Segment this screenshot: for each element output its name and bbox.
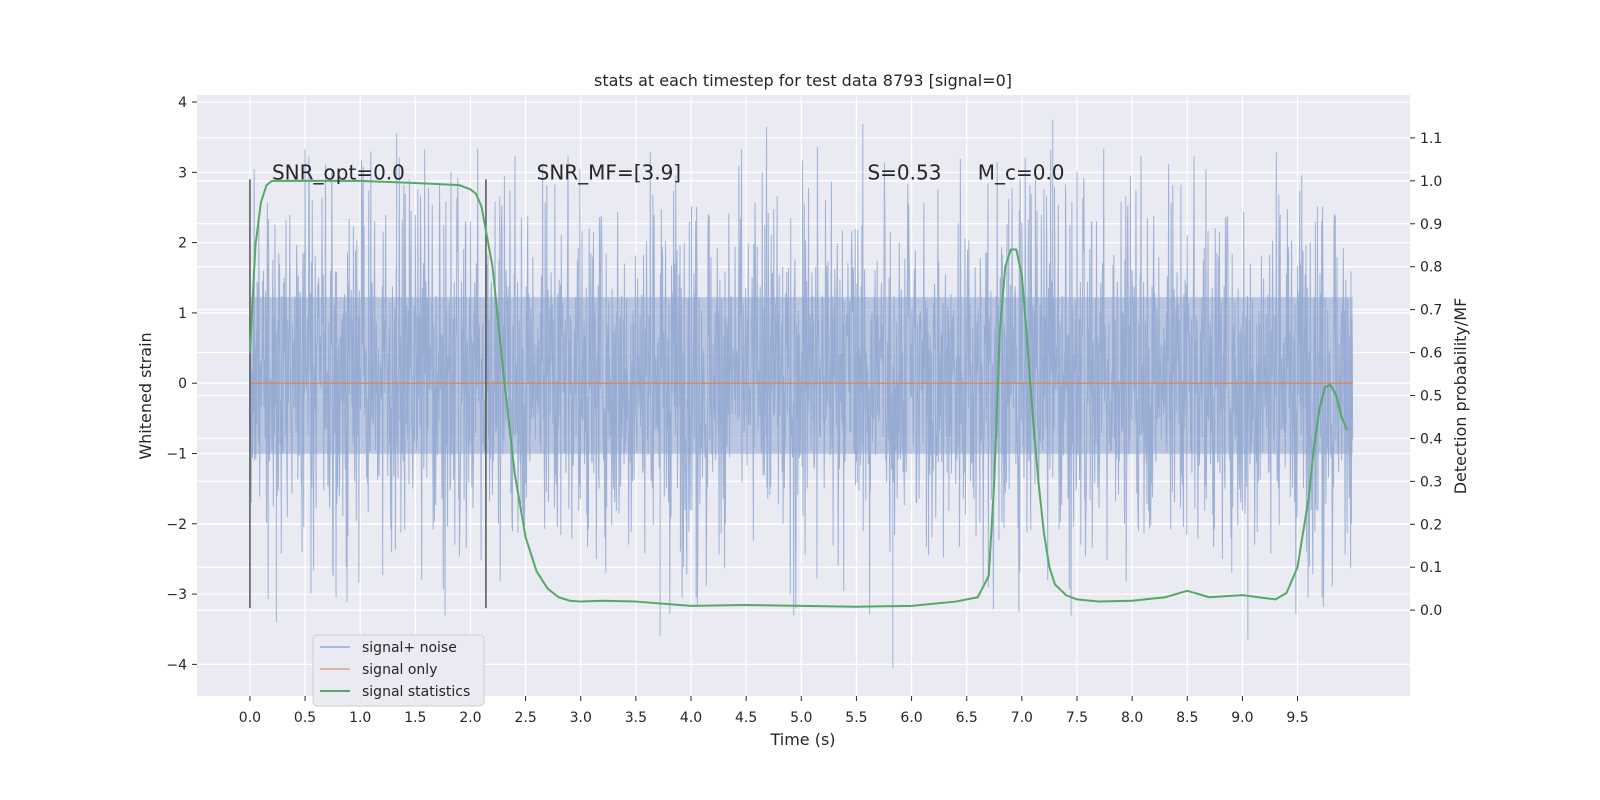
y-right-tick-label: 0.7 bbox=[1420, 303, 1442, 319]
y-right-tick-label: 0.9 bbox=[1420, 217, 1442, 233]
x-tick-label: 4.5 bbox=[735, 710, 757, 726]
y-right-tick-label: 0.4 bbox=[1420, 431, 1442, 447]
annotation-mc-value: M_c=0.0 bbox=[978, 160, 1065, 184]
y-right-tick-label: 1.1 bbox=[1420, 131, 1442, 147]
x-tick-label: 5.5 bbox=[845, 710, 867, 726]
x-tick-label: 3.0 bbox=[570, 710, 592, 726]
x-axis-label: Time (s) bbox=[769, 730, 835, 749]
chart-title: stats at each timestep for test data 879… bbox=[594, 71, 1012, 90]
x-tick-label: 7.0 bbox=[1011, 710, 1033, 726]
x-tick-label: 0.0 bbox=[239, 710, 261, 726]
legend-label-signal-statistics: signal statistics bbox=[362, 684, 470, 700]
x-tick-label: 1.5 bbox=[404, 710, 426, 726]
y-right-tick-label: 0.5 bbox=[1420, 389, 1442, 405]
y-right-tick-label: 0.3 bbox=[1420, 474, 1442, 490]
signal-plus-noise-series bbox=[249, 119, 1354, 668]
legend-box bbox=[312, 634, 485, 707]
x-tick-label: 6.0 bbox=[900, 710, 922, 726]
x-tick-label: 1.0 bbox=[349, 710, 371, 726]
y-left-tick-label: −3 bbox=[166, 587, 187, 603]
vertical-markers bbox=[249, 179, 487, 609]
legend: signal+ noise signal only signal statist… bbox=[312, 634, 485, 707]
x-tick-label: 9.5 bbox=[1286, 710, 1308, 726]
x-tick-label: 9.0 bbox=[1231, 710, 1253, 726]
y-left-tick-label: −2 bbox=[166, 517, 187, 533]
x-axis-ticks: 0.0 0.5 1.0 1.5 2.0 2.5 3.0 3.5 4.0 4.5 5.0 5.5 6.0 6… bbox=[239, 696, 1309, 726]
x-tick-label: 3.5 bbox=[625, 710, 647, 726]
x-tick-label: 4.0 bbox=[680, 710, 702, 726]
annotation-snr-opt: SNR_opt=0.0 bbox=[272, 160, 405, 184]
annotation-s-value: S=0.53 bbox=[867, 160, 941, 184]
x-tick-label: 6.5 bbox=[956, 710, 978, 726]
y-left-tick-label: 3 bbox=[178, 165, 187, 181]
signal-plus-noise-dense-band bbox=[249, 297, 1353, 455]
y-right-tick-label: 0.1 bbox=[1420, 560, 1442, 576]
y-right-tick-label: 1.0 bbox=[1420, 174, 1442, 190]
x-tick-label: 8.0 bbox=[1121, 710, 1143, 726]
x-tick-label: 2.5 bbox=[514, 710, 536, 726]
y-left-tick-label: −1 bbox=[166, 446, 187, 462]
y-left-tick-label: 0 bbox=[178, 376, 187, 392]
x-tick-label: 7.5 bbox=[1066, 710, 1088, 726]
legend-label-signal-plus-noise: signal+ noise bbox=[362, 640, 457, 656]
y-left-tick-label: −4 bbox=[166, 657, 187, 673]
x-tick-label: 0.5 bbox=[294, 710, 316, 726]
signal-statistics-series bbox=[248, 179, 1349, 608]
signal-statistics-line bbox=[248, 179, 1349, 608]
annotation-snr-mf: SNR_MF=[3.9] bbox=[537, 160, 681, 184]
x-tick-label: 5.0 bbox=[790, 710, 812, 726]
y-left-tick-label: 2 bbox=[178, 236, 187, 252]
y-right-tick-label: 0.2 bbox=[1420, 517, 1442, 533]
annotations: SNR_opt=0.0 SNR_MF=[3.9] S=0.53 M_c=0.0 bbox=[272, 160, 1065, 184]
x-tick-label: 8.5 bbox=[1176, 710, 1198, 726]
y-left-tick-label: 4 bbox=[178, 95, 187, 111]
x-tick-label: 2.0 bbox=[459, 710, 481, 726]
y-right-tick-label: 0.0 bbox=[1420, 603, 1442, 619]
y-left-axis-ticks: −4 −3 −2 −1 0 1 2 3 4 bbox=[166, 95, 197, 673]
y-right-tick-label: 0.6 bbox=[1420, 346, 1442, 362]
y-right-axis-ticks: 0.0 0.1 0.2 0.3 0.4 0.5 0.6 0.7 0.8 0.9 1.0 1.1 bbox=[1410, 131, 1442, 619]
legend-label-signal-only: signal only bbox=[362, 662, 437, 678]
y-right-axis-label: Detection probability/MF bbox=[1451, 298, 1470, 495]
y-left-axis-label: Whitened strain bbox=[136, 332, 155, 459]
y-right-tick-label: 0.8 bbox=[1420, 260, 1442, 276]
y-left-tick-label: 1 bbox=[178, 306, 187, 322]
